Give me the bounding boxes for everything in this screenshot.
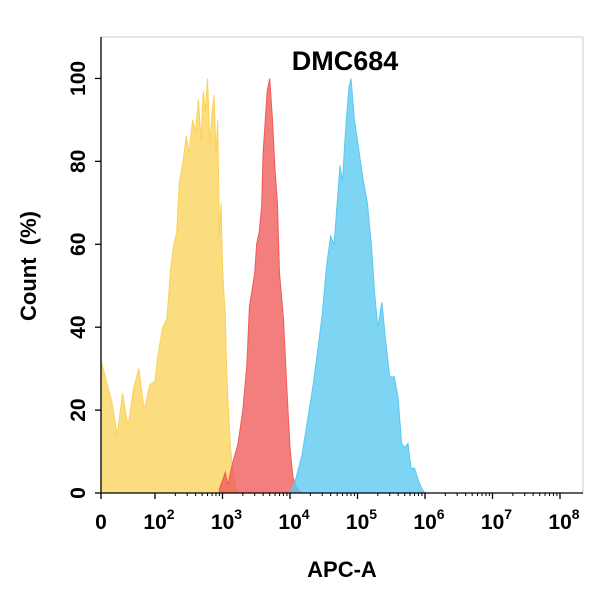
y-axis-label: Count (%) [16, 211, 41, 321]
chart-title: DMC684 [292, 46, 399, 76]
series-layer [100, 78, 427, 494]
x-tick-label: 103 [211, 506, 242, 534]
y-tick-label: 0 [67, 487, 90, 499]
x-axis-label: APC-A [307, 557, 377, 582]
y-tick-label: 80 [67, 150, 90, 173]
plot-frame [101, 36, 584, 493]
histogram-series-2 [218, 78, 308, 494]
x-tick-label: 107 [481, 506, 512, 534]
x-tick-label: 106 [413, 506, 444, 534]
y-ticks: 0 20 40 60 80 100 [67, 61, 101, 499]
x-tick-label: 0 [95, 511, 107, 534]
histogram-series-3 [289, 78, 427, 494]
axes [100, 37, 583, 494]
y-tick-label: 40 [67, 316, 90, 339]
histogram-series-1 [100, 78, 241, 494]
x-tick-label: 105 [346, 506, 377, 534]
x-ticks: 0 102 103 104 105 106 107 108 [95, 493, 580, 534]
y-tick-label: 20 [67, 398, 90, 421]
x-tick-label: 108 [548, 506, 579, 534]
x-tick-label: 102 [143, 506, 174, 534]
y-tick-label: 100 [67, 61, 90, 96]
x-tick-label: 104 [278, 506, 309, 534]
y-tick-label: 60 [67, 233, 90, 256]
